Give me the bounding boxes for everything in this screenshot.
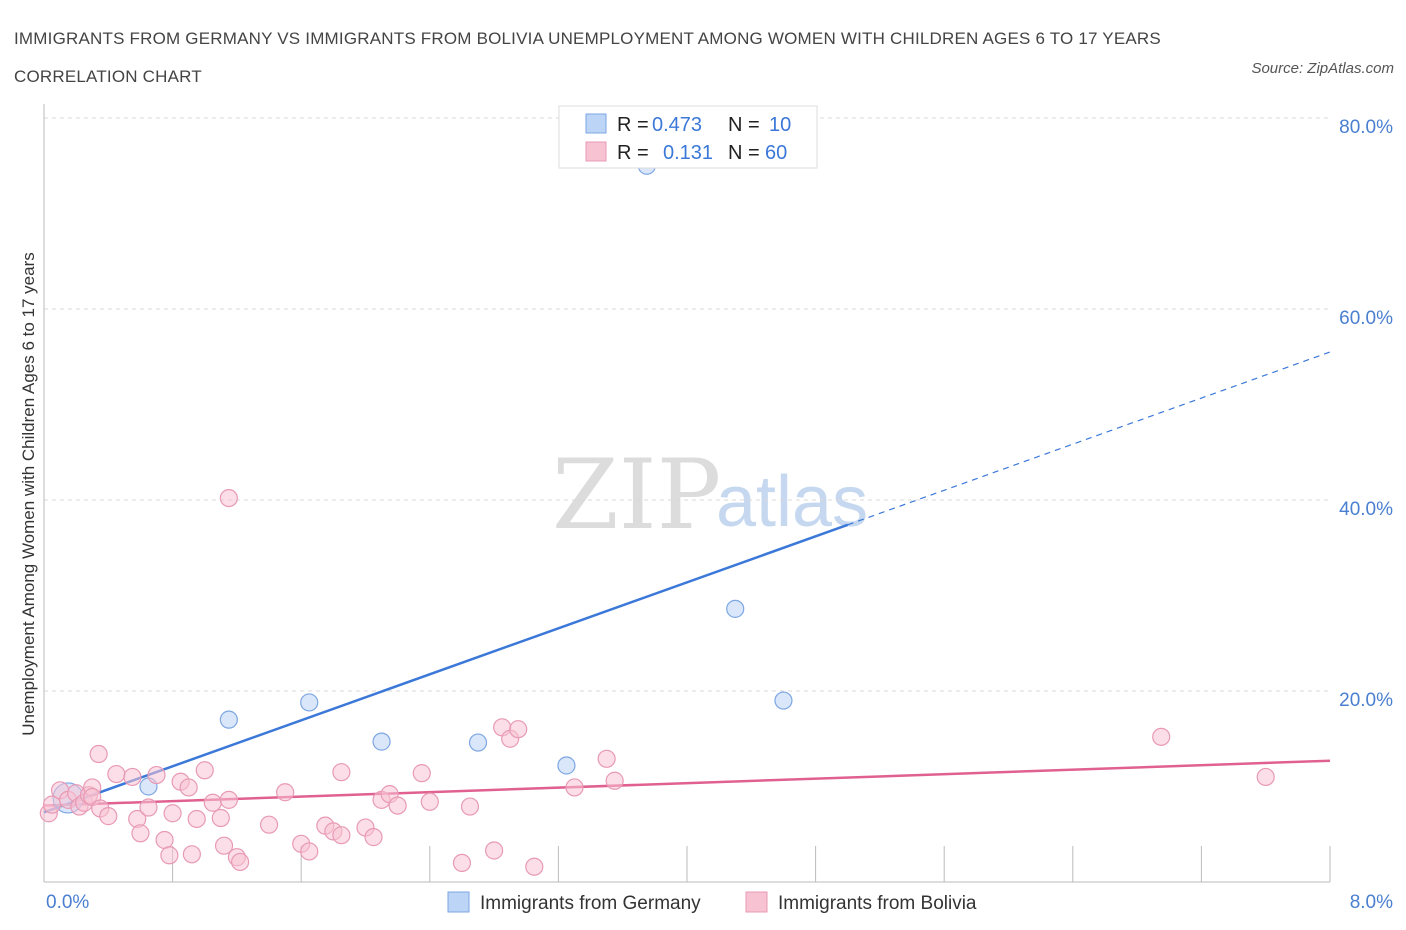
germany-point-8 (726, 599, 745, 618)
bolivia-point-46 (388, 796, 407, 815)
x-tick-label-max: 8.0% (1350, 892, 1393, 913)
legend-r-value-bolivia: 0.131 (663, 142, 713, 164)
bolivia-point-23 (179, 778, 198, 797)
bolivia-point-26 (195, 761, 214, 780)
bolivia-point-54 (509, 720, 528, 739)
germany-trend-extension (847, 351, 1331, 526)
series-legend-label-germany: Immigrants from Germany (480, 893, 701, 914)
legend-n-value-bolivia: 60 (765, 142, 787, 164)
watermark: ZIP atlas (552, 439, 868, 551)
bolivia-point-32 (231, 852, 250, 872)
correlation-legend: R = 0.473 N = 10 R = 0.131 N = 60 (558, 105, 818, 169)
bolivia-trend-line (43, 759, 1331, 807)
bolivia-point-19 (155, 830, 174, 850)
bolivia-point-12 (99, 807, 118, 826)
bolivia-point-18 (147, 765, 166, 785)
bolivia-point-40 (332, 826, 351, 845)
bolivia-point-60 (1256, 767, 1275, 787)
bolivia-point-33 (219, 488, 238, 508)
y-tick-label-80: 80.0% (1339, 117, 1393, 138)
legend-swatch-bolivia (585, 141, 607, 162)
series-legend: Immigrants from Germany Immigrants from … (447, 891, 977, 914)
legend-r-label-bolivia: R = (617, 142, 649, 164)
bolivia-point-16 (131, 824, 150, 843)
germany-point-2 (219, 710, 238, 729)
bolivia-point-37 (300, 842, 319, 861)
bolivia-point-13 (107, 764, 126, 784)
germany-point-6 (557, 756, 576, 775)
legend-r-value-germany: 0.473 (652, 114, 702, 136)
bolivia-point-34 (259, 815, 279, 834)
series-legend-swatch-germany (447, 891, 470, 913)
chart-source: Source: ZipAtlas.com (1251, 60, 1394, 77)
bolivia-point-41 (332, 763, 351, 782)
bolivia-point-20 (160, 846, 179, 865)
bolivia-point-59 (1152, 727, 1171, 746)
bolivia-point-28 (211, 808, 230, 828)
tick-labels: 20.0% 40.0% 60.0% 80.0% 0.0% 8.0% (46, 117, 1393, 913)
chart-title: IMMIGRANTS FROM GERMANY VS IMMIGRANTS FR… (14, 29, 1161, 86)
bolivia-point-47 (412, 764, 431, 783)
germany-point-3 (300, 693, 319, 712)
bolivia-point-27 (203, 793, 222, 812)
legend-n-value-germany: 10 (769, 114, 791, 136)
bolivia-point-17 (139, 798, 158, 817)
watermark-zip: ZIP (552, 439, 721, 551)
germany-point-4 (372, 732, 391, 751)
bolivia-point-48 (420, 792, 439, 811)
bolivia-point-11 (89, 744, 108, 764)
bolivia-point-49 (452, 853, 472, 873)
axes (43, 104, 1331, 883)
bolivia-point-55 (525, 857, 544, 876)
legend-n-label-bolivia: N = (728, 142, 760, 164)
bolivia-point-58 (605, 771, 624, 790)
legend-r-label-germany: R = (617, 114, 649, 136)
x-tick-label-min: 0.0% (46, 892, 89, 913)
germany-trend-line (43, 523, 849, 814)
y-tick-label-20: 20.0% (1339, 690, 1393, 711)
bolivia-point-24 (182, 845, 201, 864)
bolivia-point-50 (460, 797, 480, 816)
bolivia-point-35 (276, 783, 295, 802)
trend-lines (43, 351, 1331, 814)
bolivia-point-14 (123, 767, 142, 787)
legend-swatch-germany (585, 113, 607, 134)
bolivia-point-43 (364, 828, 383, 847)
bolivia-point-25 (187, 809, 206, 829)
bolivia-point-56 (565, 778, 584, 797)
legend-n-label-germany: N = (728, 114, 760, 136)
series-legend-label-bolivia: Immigrants from Bolivia (778, 893, 977, 914)
series-legend-swatch-bolivia (745, 891, 768, 913)
y-axis-title: Unemployment Among Women with Children A… (19, 252, 38, 736)
gridlines (44, 117, 1330, 692)
bolivia-point-30 (219, 790, 238, 809)
germany-point-9 (774, 691, 793, 710)
watermark-atlas: atlas (716, 462, 868, 542)
y-tick-label-40: 40.0% (1339, 499, 1393, 520)
bolivia-point-29 (214, 836, 234, 855)
data-points (39, 156, 1275, 876)
bolivia-point-57 (597, 749, 616, 768)
bolivia-point-51 (485, 841, 504, 860)
bolivia-point-21 (163, 804, 182, 823)
y-tick-label-60: 60.0% (1339, 308, 1393, 329)
germany-point-5 (468, 733, 488, 752)
